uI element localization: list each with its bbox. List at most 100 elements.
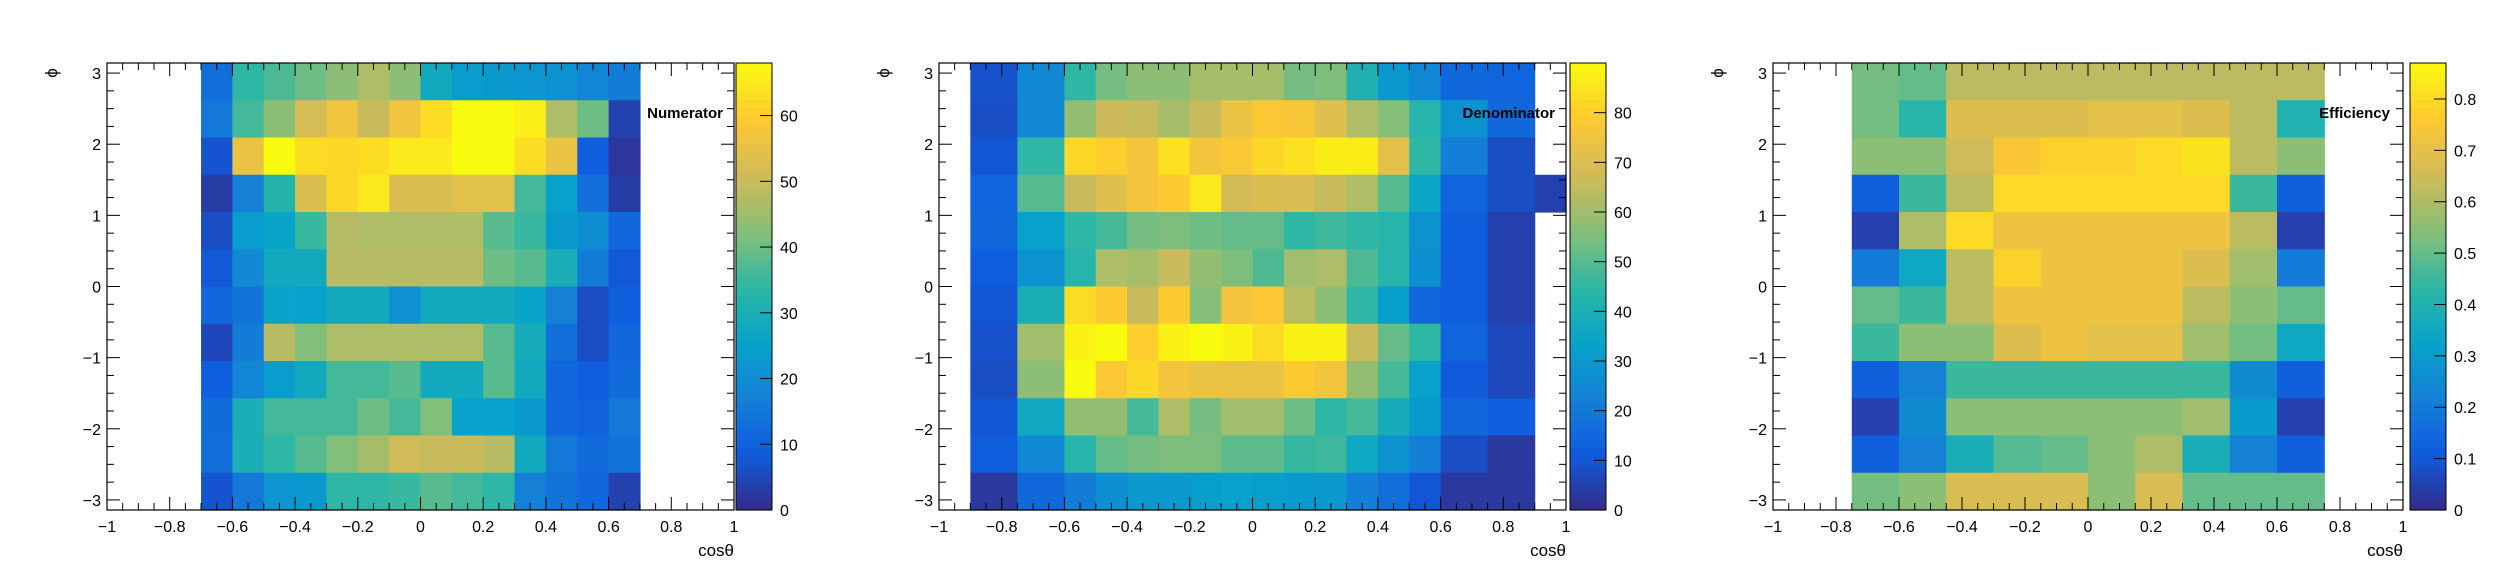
color-bar-segment	[1570, 197, 1606, 207]
heatmap-cell	[2277, 398, 2325, 437]
heatmap-cell	[970, 398, 1018, 437]
heatmap-cell	[1064, 137, 1097, 176]
heatmap-cell	[1487, 63, 1536, 101]
heatmap-cell	[514, 323, 547, 362]
heatmap-cell	[1993, 249, 2042, 288]
heatmap-cell	[1252, 212, 1285, 250]
heatmap-cell	[1409, 435, 1442, 474]
color-bar-segment	[2410, 501, 2446, 511]
heatmap-cell	[2277, 249, 2325, 288]
color-bar-segment	[736, 268, 772, 279]
heatmap-cell	[1946, 100, 1995, 139]
color-bar-segment	[2410, 232, 2446, 243]
heatmap-cell	[483, 361, 516, 399]
heatmap-cell	[1440, 435, 1489, 474]
heatmap-cell	[1252, 174, 1285, 213]
heatmap-cell	[483, 398, 516, 437]
heatmap-cell	[1064, 286, 1097, 325]
heatmap-cell	[1017, 100, 1065, 139]
color-bar-segment	[736, 465, 772, 475]
heatmap-cell	[1158, 100, 1191, 139]
color-bar-segment	[736, 340, 772, 350]
heatmap-cell	[2277, 323, 2325, 362]
heatmap-cell	[295, 361, 328, 399]
heatmap-cell	[2277, 212, 2325, 250]
heatmap-cell	[1899, 472, 1947, 511]
heatmap-cell	[1899, 286, 1947, 325]
heatmap-cell	[451, 174, 484, 213]
heatmap-panel-2: −1 −0.8 −0.6 −0.4 −0.2 0 0.2 0.4 0.6 0.8 1 cosθ −3 −2…	[874, 62, 1632, 560]
y-axis: −3 −2 −1 0 1 2 3 ϕ	[874, 66, 1566, 510]
heatmap-cell	[1899, 435, 1947, 474]
color-bar-segment	[1570, 232, 1606, 243]
heatmap-cell	[1252, 137, 1285, 176]
color-bar-tick-label: 0	[780, 503, 789, 520]
color-bar-segment	[736, 438, 772, 449]
heatmap-cell	[357, 212, 390, 250]
y-tick-label: 1	[924, 208, 933, 225]
heatmap-cell	[1851, 212, 1900, 250]
heatmap-cell	[2040, 100, 2089, 139]
heatmap-cell	[514, 435, 547, 474]
x-tick-label: −1	[98, 519, 116, 536]
heatmap-cell	[577, 286, 610, 325]
heatmap-cell	[1315, 100, 1348, 139]
heatmap-cell	[1158, 323, 1191, 362]
heatmap-cell	[1346, 212, 1379, 250]
heatmap-cell	[2277, 100, 2325, 139]
heatmap-cell	[2182, 398, 2231, 437]
heatmap-cell	[2040, 212, 2089, 250]
heatmap-cell	[1017, 398, 1065, 437]
heatmap-cell	[2088, 100, 2136, 139]
color-bar-segment	[1570, 456, 1606, 466]
color-bar-segment	[2410, 366, 2446, 377]
color-bar-segment	[1570, 80, 1606, 91]
heatmap-cell	[1189, 212, 1222, 250]
heatmap-cell	[263, 249, 296, 288]
heatmap-cell	[1487, 100, 1536, 139]
color-bar-segment	[2410, 313, 2446, 323]
color-bar-segment	[736, 411, 772, 422]
heatmap-cell	[1993, 137, 2042, 176]
heatmap-cell	[451, 323, 484, 362]
heatmap-cell	[545, 398, 578, 437]
x-tick-label: −0.6	[217, 519, 249, 536]
heatmap-cell	[2135, 137, 2184, 176]
heatmap-cell	[970, 212, 1018, 250]
heatmap-cell	[514, 398, 547, 437]
color-bar-segment	[1570, 188, 1606, 198]
heatmap-cell	[1189, 398, 1222, 437]
color-bar-segment	[736, 179, 772, 189]
heatmap-cell	[1127, 137, 1160, 176]
color-bar-segment	[736, 447, 772, 457]
heatmap-cell	[1095, 435, 1128, 474]
heatmap-cell	[608, 137, 641, 176]
heatmap-panel-1: −1 −0.8 −0.6 −0.4 −0.2 0 0.2 0.4 0.6 0.8 1 cosθ −3 −2…	[42, 62, 798, 560]
heatmap-cell	[201, 286, 233, 325]
heatmap-panel-3: −1 −0.8 −0.6 −0.4 −0.2 0 0.2 0.4 0.6 0.8 1 cosθ −3 −2…	[1708, 62, 2476, 560]
heatmap-cell	[1221, 286, 1254, 325]
heatmap-cell	[1409, 174, 1442, 213]
panel-title: Efficiency	[2319, 105, 2391, 122]
y-axis-label: ϕ	[42, 68, 61, 78]
heatmap-cell	[357, 137, 390, 176]
heatmap-cell	[545, 212, 578, 250]
heatmap-cell	[1158, 249, 1191, 288]
heatmap-cell	[232, 137, 265, 176]
heatmap-cell	[514, 174, 547, 213]
x-axis: −1 −0.8 −0.6 −0.4 −0.2 0 0.2 0.4 0.6 0.8 1 cosθ	[1764, 63, 2408, 560]
heatmap-cell	[1993, 435, 2042, 474]
color-bar-segment	[2410, 438, 2446, 449]
heatmap-cell	[608, 398, 641, 437]
color-bar-segment	[736, 331, 772, 341]
heatmap-cell	[326, 212, 359, 250]
y-axis: −3 −2 −1 0 1 2 3 ϕ	[42, 66, 734, 510]
heatmap-cell	[1487, 137, 1536, 176]
heatmap-cell	[2088, 249, 2136, 288]
color-bar-segment	[2410, 143, 2446, 153]
heatmap-cell	[1346, 174, 1379, 213]
heatmap-cell	[1221, 174, 1254, 213]
heatmap-cell	[2135, 361, 2184, 399]
heatmap-cell	[514, 137, 547, 176]
heatmap-cell	[2135, 286, 2184, 325]
